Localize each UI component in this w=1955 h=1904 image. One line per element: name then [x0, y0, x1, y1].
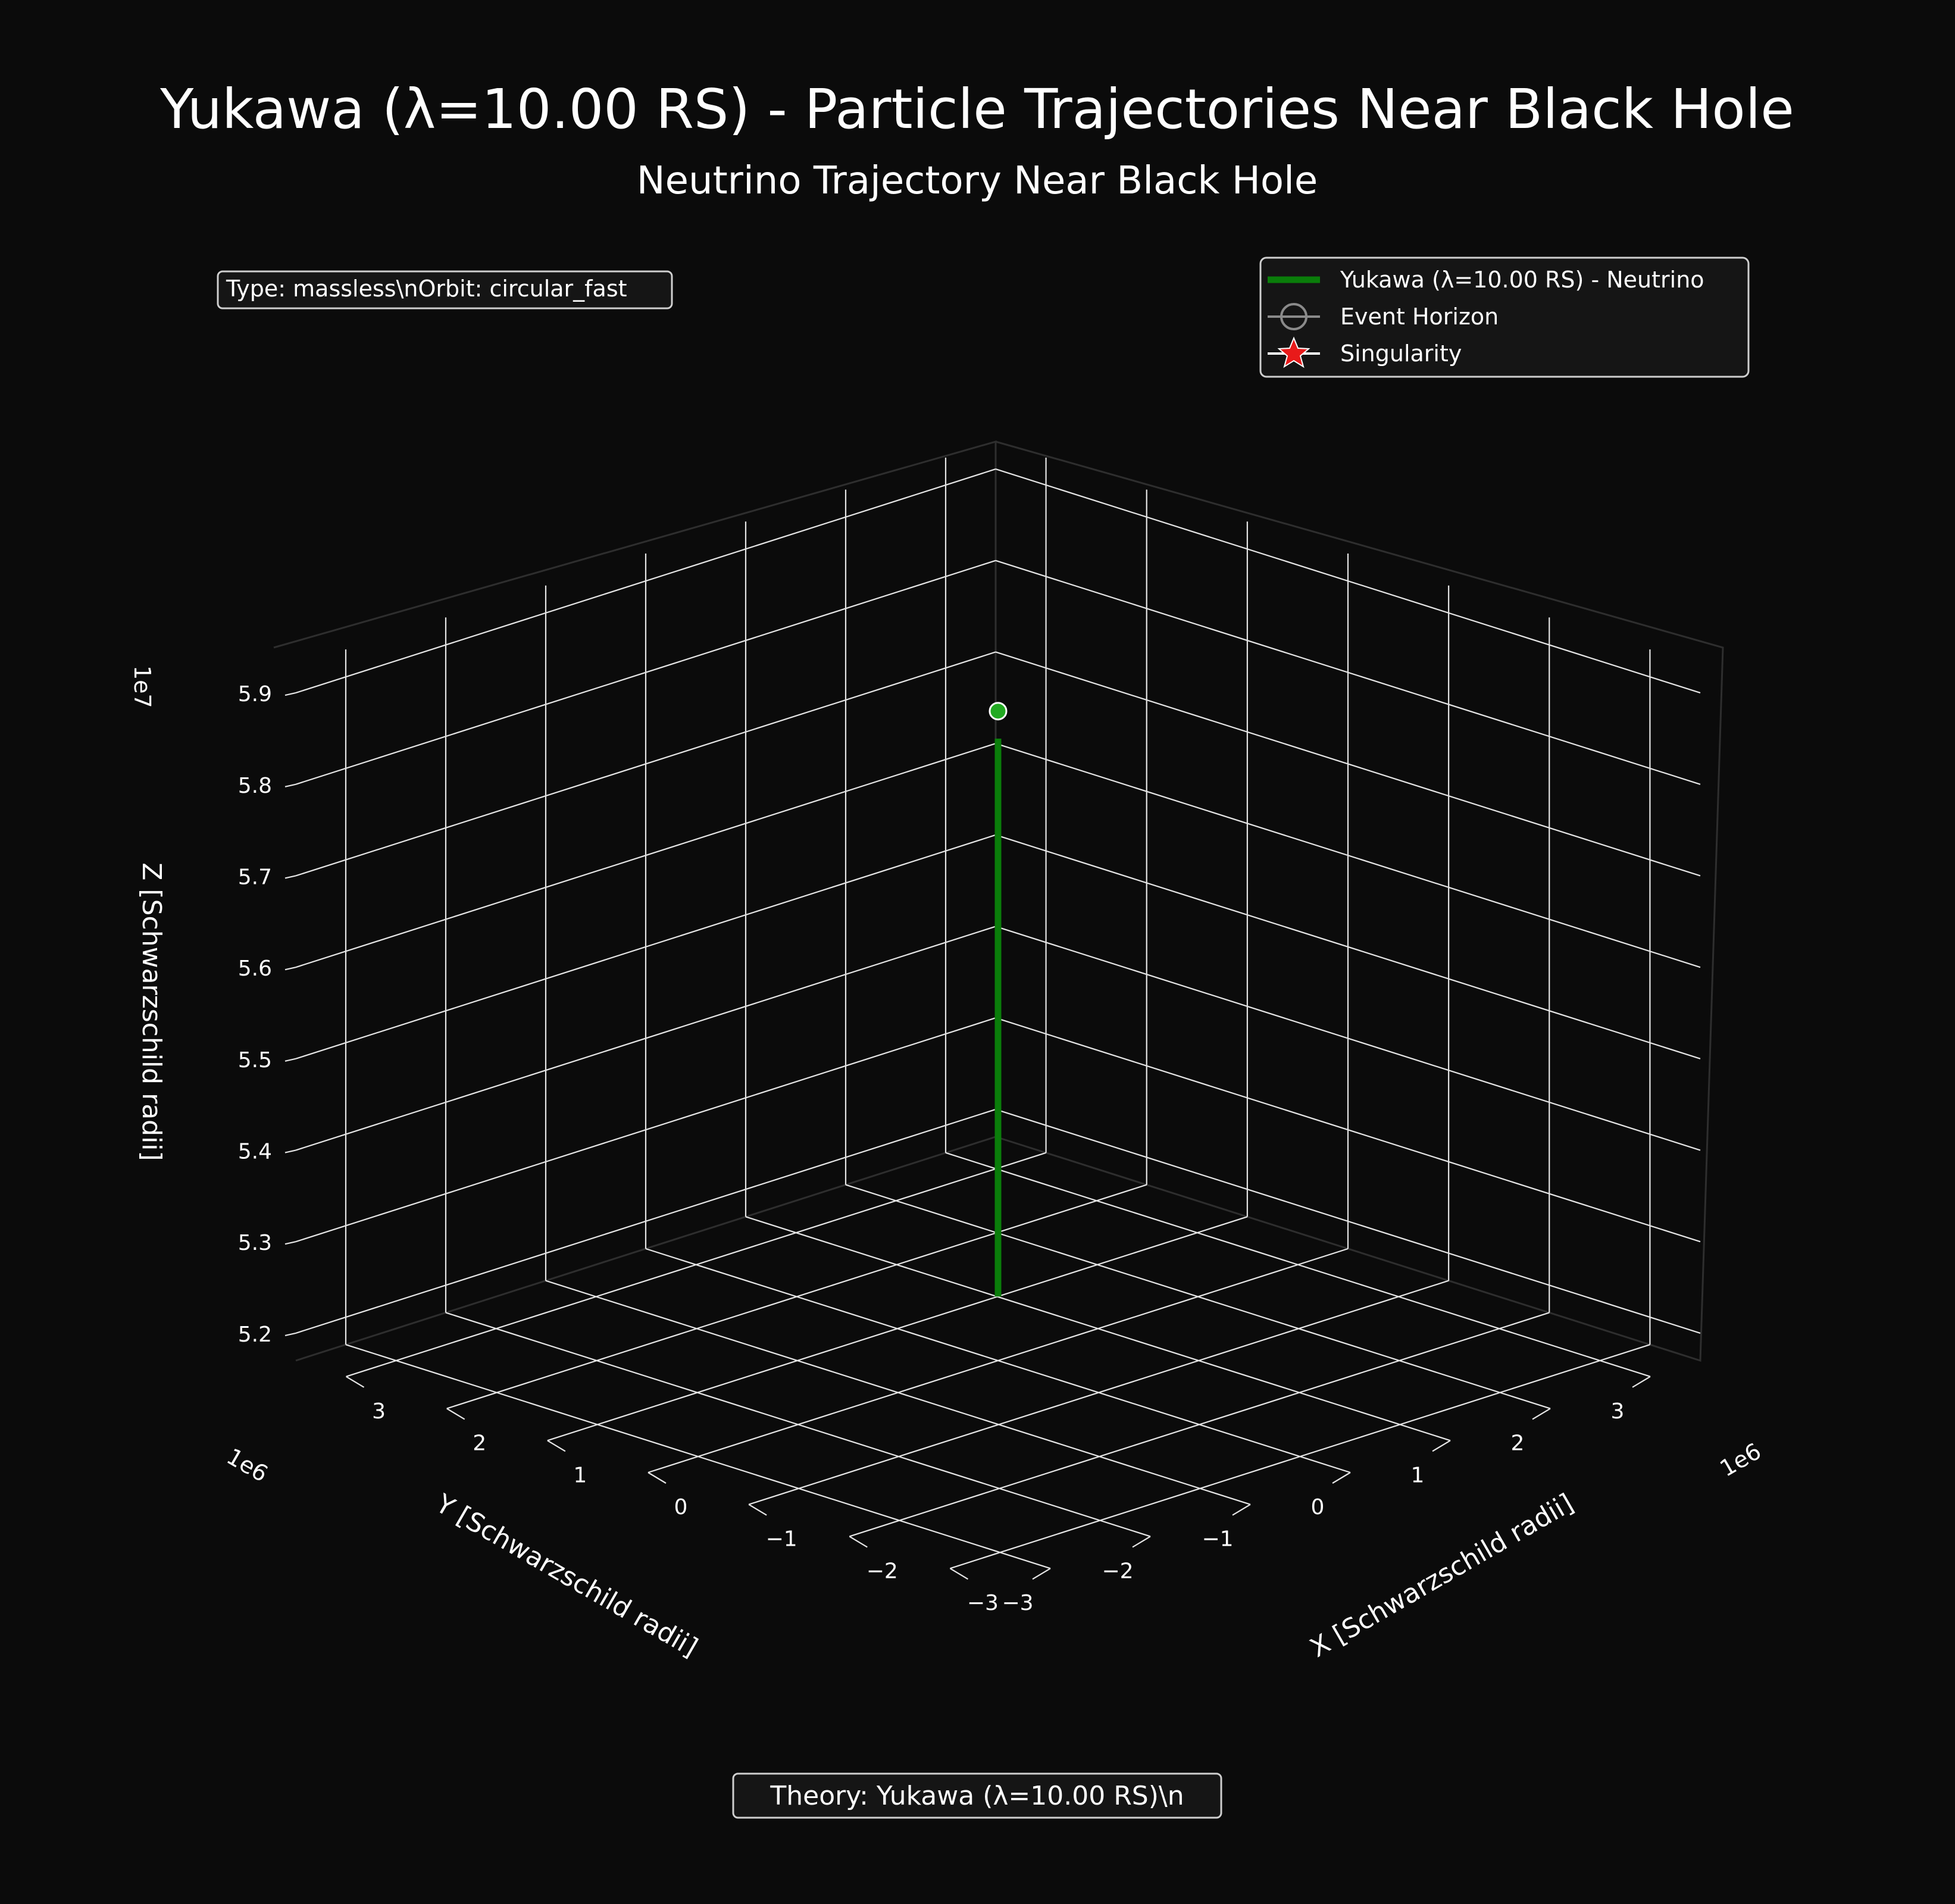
info-box: Type: massless\nOrbit: circular_fast [217, 270, 673, 309]
z-tick-label: 5.8 [238, 774, 272, 798]
y-axis-label: Y [Schwarzschild radii] [430, 1488, 703, 1663]
y-axis-ticks: −3 −2 −1 0 1 2 3 [1002, 1375, 1651, 1615]
x-axis-label: X [Schwarzschild radii] [1305, 1488, 1579, 1664]
y-tick-label: −1 [1202, 1527, 1233, 1552]
z-tick-label: 5.4 [238, 1140, 272, 1164]
x-tick-mark [949, 1568, 968, 1580]
z-tick-mark [284, 967, 296, 971]
z-tick-label: 5.7 [238, 865, 272, 889]
y-tick-label: −2 [1102, 1559, 1133, 1583]
z-tick-label: 5.2 [238, 1323, 272, 1347]
grid-line-floor-y [445, 1312, 1151, 1537]
grid-line-floor-y [545, 1280, 1251, 1505]
grid-line-left-wall-horizontal [295, 468, 996, 694]
x-tick-label: 0 [674, 1495, 688, 1520]
info-box-text: Type: massless\nOrbit: circular_fast [226, 276, 627, 302]
x-tick-label: −3 [967, 1591, 999, 1615]
y-tick-mark [1132, 1536, 1151, 1548]
grid-line-right-wall-horizontal [995, 651, 1701, 877]
y-tick-mark [1532, 1408, 1551, 1420]
grid-line-right-wall-horizontal [995, 468, 1701, 694]
theory-box-text: Theory: Yukawa (λ=10.00 RS)\n [770, 1781, 1184, 1811]
z-axis-ticks: 5.2 5.3 5.4 5.5 5.6 5.7 5.8 5.9 [238, 682, 296, 1347]
chart-subtitle: Neutrino Trajectory Near Black Hole [637, 159, 1318, 203]
grid-line-floor-y [845, 1184, 1551, 1409]
y-tick-label: 2 [1511, 1431, 1525, 1456]
y-offset-label: 1e6 [223, 1443, 273, 1487]
z-tick-mark [284, 1149, 296, 1153]
x-tick-mark [648, 1472, 667, 1484]
x-tick-mark [849, 1536, 868, 1548]
z-tick-mark [284, 1241, 296, 1245]
grid-line-left-wall-horizontal [295, 1108, 996, 1334]
grid-line-left-wall-horizontal [295, 926, 996, 1151]
y-tick-mark [1232, 1503, 1251, 1516]
y-tick-label: 3 [1611, 1399, 1625, 1424]
z-tick-mark [284, 783, 296, 787]
z-tick-mark [284, 1058, 296, 1062]
grid-line-right-wall-horizontal [995, 834, 1701, 1059]
circle-marker-icon [1280, 303, 1307, 330]
legend-label: Event Horizon [1340, 304, 1499, 330]
grid-line-right-wall-horizontal [995, 926, 1701, 1151]
x-tick-mark [547, 1440, 566, 1452]
z-tick-label: 5.9 [238, 682, 272, 706]
x-tick-label: −2 [867, 1559, 898, 1583]
legend: Yukawa (λ=10.00 RS) - Neutrino Event Hor… [1259, 257, 1750, 378]
grid-line-floor-y [945, 1152, 1651, 1377]
legend-entry-trajectory: Yukawa (λ=10.00 RS) - Neutrino [1268, 267, 1704, 293]
series-layer [989, 702, 1008, 1297]
theory-box: Theory: Yukawa (λ=10.00 RS)\n [732, 1772, 1222, 1819]
x-tick-label: 3 [372, 1399, 386, 1424]
z-axis-label: Z [Schwarzschild radii] [136, 862, 167, 1161]
x-tick-mark [748, 1503, 767, 1516]
z-tick-label: 5.6 [238, 956, 272, 981]
y-tick-label: 1 [1411, 1463, 1425, 1487]
x-tick-mark [446, 1408, 465, 1420]
grid-line-floor-y [345, 1344, 1051, 1570]
grid-line-left-wall-horizontal [295, 743, 996, 968]
current-position-marker [989, 702, 1008, 721]
legend-entry-singularity: Singularity [1268, 336, 1462, 368]
grid [295, 457, 1701, 1570]
y-tick-mark [1032, 1568, 1051, 1580]
y-tick-mark [1432, 1440, 1451, 1452]
chart-title: Yukawa (λ=10.00 RS) - Particle Trajector… [159, 77, 1794, 141]
x-tick-mark [346, 1375, 365, 1388]
y-tick-label: −3 [1002, 1591, 1033, 1615]
grid-line-left-wall-horizontal [295, 651, 996, 877]
legend-entry-event-horizon: Event Horizon [1268, 303, 1499, 330]
z-tick-label: 5.3 [238, 1231, 272, 1255]
z-tick-label: 5.5 [238, 1048, 272, 1073]
grid-line-left-wall-horizontal [295, 559, 996, 785]
star-marker-icon [1277, 336, 1310, 368]
y-tick-mark [1632, 1375, 1651, 1388]
legend-label: Yukawa (λ=10.00 RS) - Neutrino [1340, 267, 1704, 293]
z-tick-mark [284, 875, 296, 879]
z-tick-mark [284, 1332, 296, 1336]
grid-line-floor-y [645, 1248, 1351, 1474]
y-tick-mark [1332, 1472, 1351, 1484]
grid-line-right-wall-horizontal [995, 559, 1701, 785]
z-tick-mark [284, 692, 296, 696]
x-axis-ticks: −3 −2 −1 0 1 2 3 [346, 1375, 999, 1615]
x-tick-label: 2 [473, 1431, 486, 1456]
grid-line-floor-y [745, 1216, 1451, 1442]
grid-line-right-wall-horizontal [995, 1108, 1701, 1334]
x-tick-label: 1 [573, 1463, 587, 1487]
z-offset-label: 1e7 [129, 665, 155, 708]
grid-line-right-wall-horizontal [995, 1017, 1701, 1243]
grid-line-left-wall-horizontal [295, 1017, 996, 1243]
grid-line-left-wall-horizontal [295, 834, 996, 1059]
y-tick-label: 0 [1311, 1495, 1325, 1520]
x-offset-label: 1e6 [1716, 1438, 1766, 1482]
legend-label: Singularity [1340, 340, 1462, 367]
x-tick-label: −1 [766, 1527, 797, 1552]
grid-line-right-wall-horizontal [995, 743, 1701, 968]
